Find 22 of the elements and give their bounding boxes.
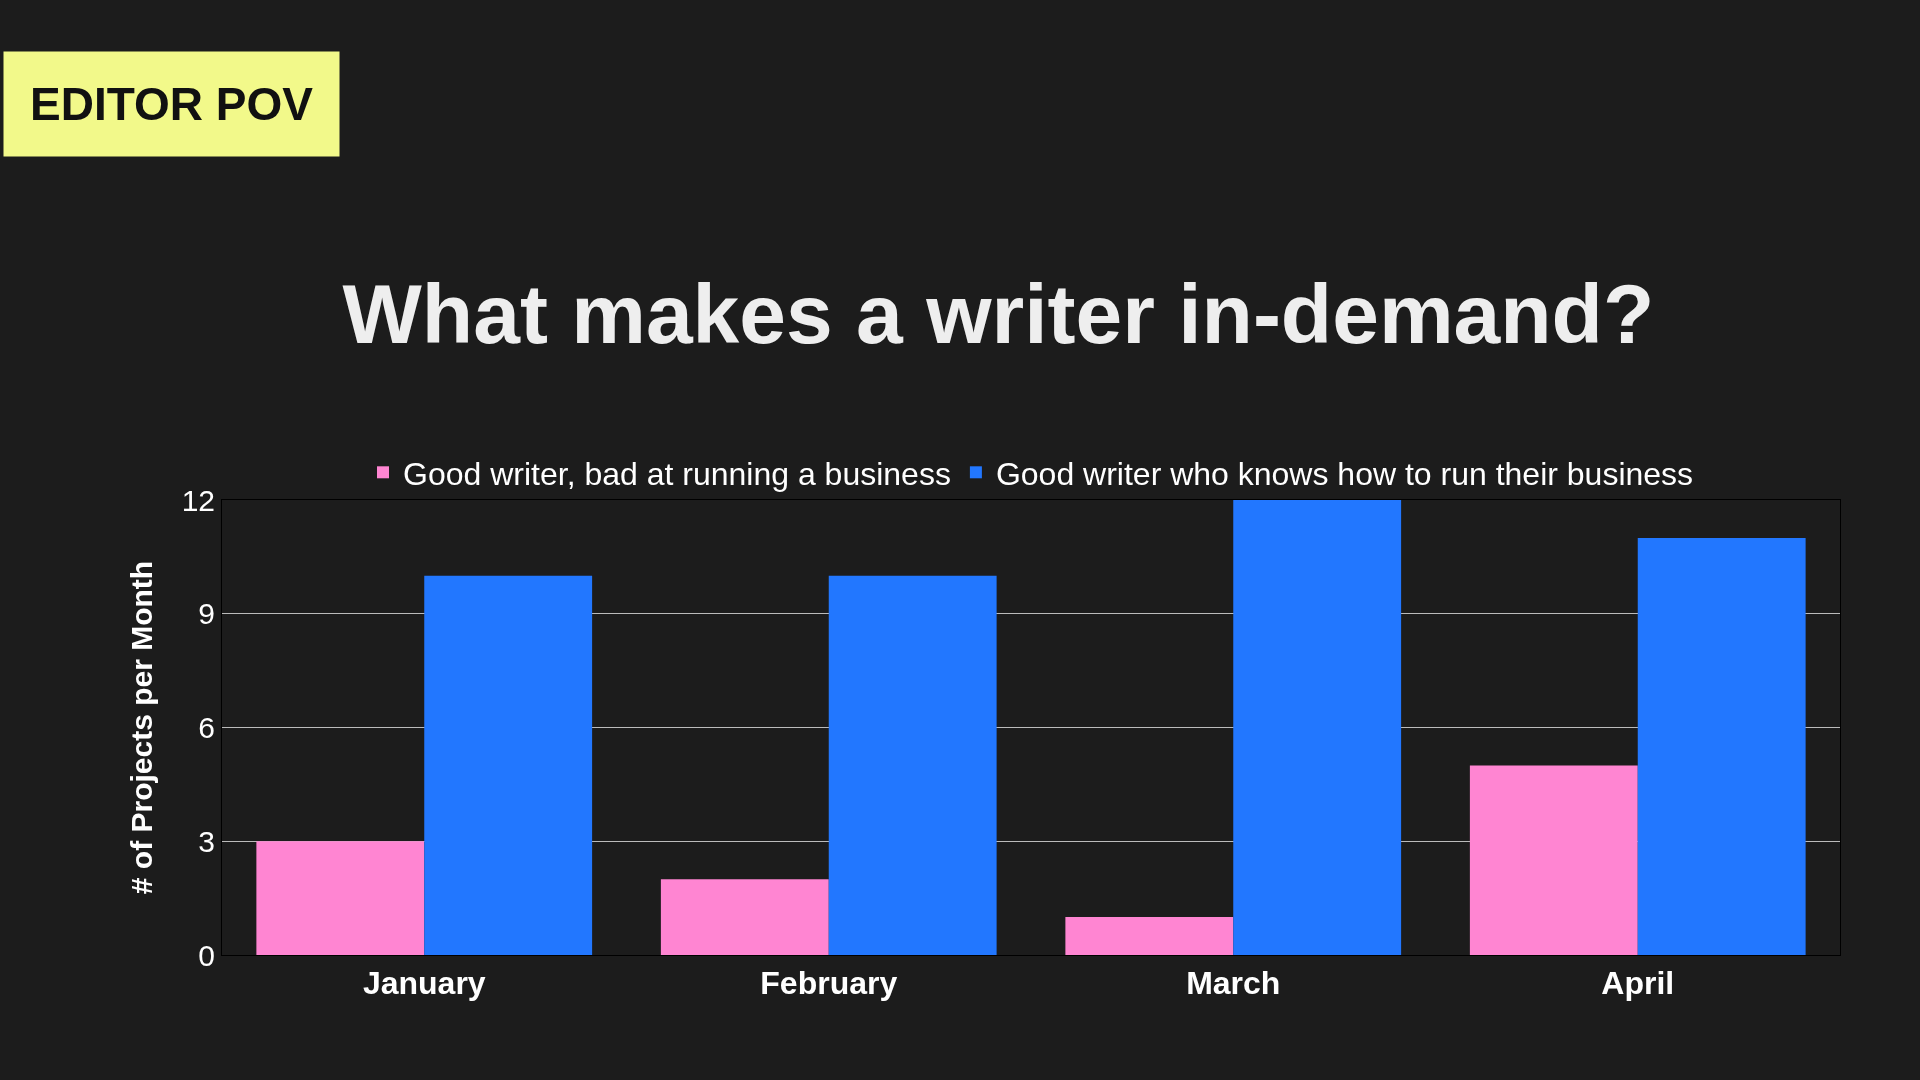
chart-title: What makes a writer in-demand? (342, 266, 1655, 361)
y-axis-title: # of Projects per Month (124, 560, 158, 895)
y-tick-label: 0 (198, 938, 215, 972)
bar (1065, 917, 1234, 955)
y-tick-label: 9 (198, 597, 215, 631)
bar (1233, 500, 1402, 955)
bar (1469, 765, 1638, 955)
bar (1637, 537, 1806, 955)
x-tick-label: March (1186, 965, 1281, 1002)
y-tick-label: 3 (198, 824, 215, 858)
bar (256, 841, 425, 955)
y-tick-label: 12 (181, 483, 215, 517)
bar (828, 575, 997, 955)
x-tick-label: February (760, 965, 898, 1002)
text: EDITOR POV (30, 78, 314, 130)
x-tick-label: April (1601, 965, 1675, 1002)
bar (424, 575, 593, 955)
legend-label: Good writer who knows how to run their business (995, 455, 1694, 492)
y-tick-label: 6 (198, 711, 215, 744)
legend-label: Good writer, bad at running a business (403, 455, 951, 492)
bar (660, 879, 829, 955)
x-tick-label: January (362, 965, 486, 1002)
